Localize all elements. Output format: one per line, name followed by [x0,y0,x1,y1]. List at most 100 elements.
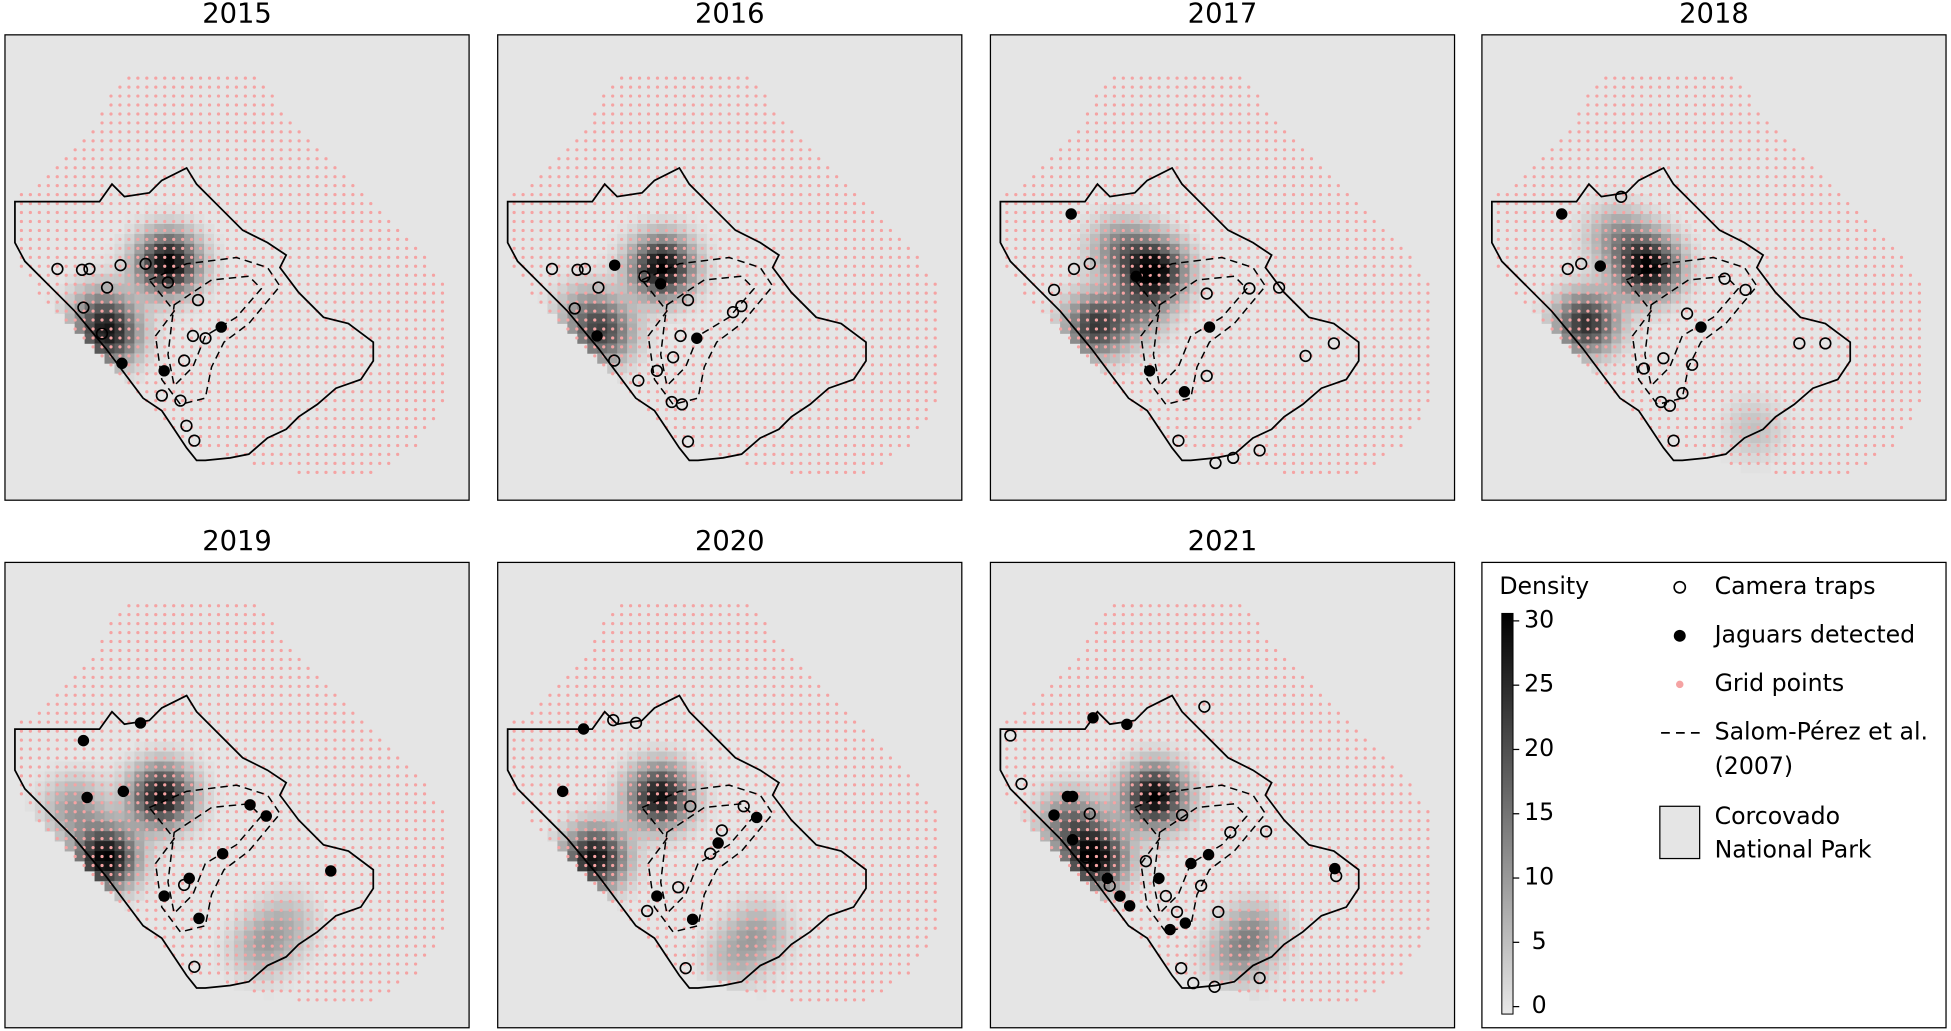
grid-point [655,345,660,349]
density-cell [1060,273,1071,285]
grid-point [279,201,283,206]
grid-point [181,309,185,313]
grid-point [790,175,794,179]
grid-point [637,237,642,242]
grid-point [727,264,731,268]
panel-title: 2017 [1188,0,1258,29]
grid-point [270,219,274,224]
grid-point [351,416,355,421]
grid-point [252,452,256,457]
grid-point [46,237,50,242]
grid-point [620,121,624,125]
grid-point [790,201,794,206]
grid-point [1157,85,1161,89]
grid-point [646,148,651,152]
grid-point [611,309,615,313]
grid-point [700,264,704,268]
density-cell [1109,273,1121,285]
grid-point [1148,336,1152,340]
grid-point [207,175,212,179]
grid-point [243,210,247,215]
grid-point [781,443,785,448]
grid-point [405,300,409,304]
grid-point [906,399,910,403]
grid-point [1121,345,1125,349]
grid-point [548,175,552,179]
grid-point [351,201,355,206]
grid-point [799,139,803,143]
grid-point [279,345,283,349]
grid-point [1300,399,1305,403]
grid-point [1103,309,1108,313]
grid-point [799,318,803,322]
grid-point [207,291,212,295]
grid-point [1157,184,1161,188]
grid-point [736,345,740,349]
grid-point [593,210,597,215]
grid-point [826,461,830,465]
grid-point [387,309,391,313]
grid-point [181,336,185,340]
grid-point [655,399,660,403]
grid-point [557,264,561,268]
grid-point [709,103,713,107]
grid-point [109,219,113,224]
grid-point [1148,148,1152,152]
density-cell [1119,283,1131,295]
grid-point [754,157,758,161]
grid-point [1014,201,1018,206]
grid-point [1256,192,1260,197]
grid-point [843,246,848,250]
grid-point [297,201,301,206]
grid-point [861,264,866,268]
grid-point [1291,184,1296,188]
grid-point [1014,273,1018,277]
density-cell [637,303,648,314]
grid-point [342,363,346,367]
grid-point [1229,148,1233,152]
grid-point [718,219,722,224]
grid-point [118,157,122,161]
grid-point [163,201,167,206]
grid-point [64,291,68,295]
grid-point [1112,237,1116,242]
density-cell [184,303,195,314]
grid-point [915,372,919,376]
grid-point [1112,309,1116,313]
grid-point [279,237,283,242]
grid-point [1076,228,1081,233]
grid-point [288,210,292,215]
grid-point [297,309,301,313]
grid-point [234,94,239,98]
grid-point [1265,399,1269,403]
grid-point [1345,372,1349,376]
grid-point [745,407,749,412]
grid-point [1327,372,1331,376]
grid-point [1247,345,1251,349]
density-cell [587,303,598,314]
grid-point [1041,273,1045,277]
grid-point [189,309,194,313]
grid-point [1300,166,1305,170]
grid-point [915,425,919,430]
grid-point [1103,228,1108,233]
grid-point [216,273,221,277]
grid-point [64,318,68,322]
density-cell [74,273,85,285]
grid-point [225,201,230,206]
grid-point [826,327,830,331]
grid-point [405,273,409,277]
grid-point [118,112,122,116]
density-cell [686,263,698,275]
grid-point [772,157,776,161]
grid-point [189,112,194,116]
density-cell [617,343,628,354]
grid-point [324,309,328,313]
density-cell [1080,273,1091,285]
grid-point [405,354,409,358]
density-cell [134,313,145,324]
grid-point [727,139,731,143]
grid-point [243,399,247,403]
grid-point [360,390,364,394]
grid-point [342,461,346,465]
